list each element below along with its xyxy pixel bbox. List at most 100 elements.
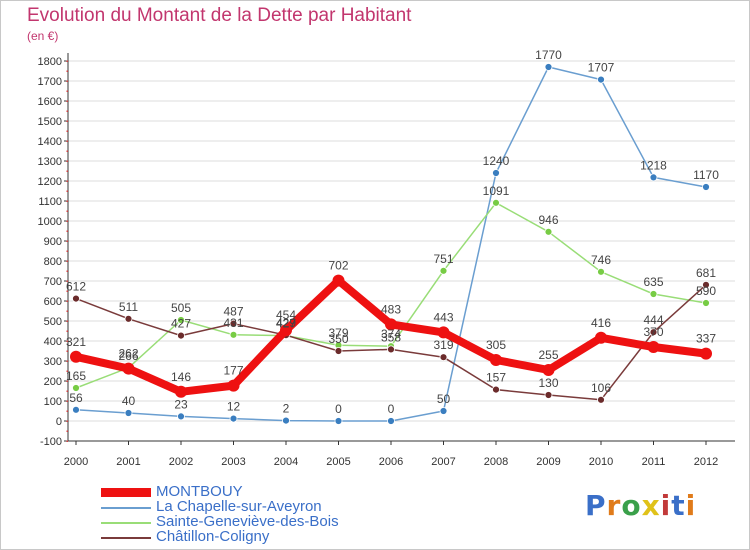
data-point-chatillon-coligny bbox=[387, 345, 395, 354]
data-label-sainte-genevieve-des-bois: 590 bbox=[696, 284, 716, 298]
data-label-la-chapelle-sur-aveyron: 1170 bbox=[693, 168, 719, 182]
data-point-la-chapelle-sur-aveyron bbox=[177, 412, 185, 421]
data-label-montbouy: 483 bbox=[381, 302, 401, 316]
x-tick-label: 2003 bbox=[221, 456, 245, 468]
y-minor-tick bbox=[66, 200, 68, 202]
y-minor-tick bbox=[66, 90, 68, 92]
data-point-chatillon-coligny bbox=[649, 328, 658, 337]
y-tick-label: 100 bbox=[44, 396, 62, 408]
x-tick-label: 2009 bbox=[536, 456, 560, 468]
y-tick-label: 200 bbox=[44, 376, 62, 388]
legend-label: La Chapelle-sur-Aveyron bbox=[156, 498, 322, 515]
y-tick-label: 400 bbox=[44, 336, 62, 348]
y-tick-label: 500 bbox=[44, 316, 62, 328]
data-point-montbouy bbox=[70, 350, 82, 363]
data-label-chatillon-coligny: 681 bbox=[696, 266, 716, 280]
y-tick-label: 1400 bbox=[38, 136, 62, 148]
data-label-montbouy: 416 bbox=[591, 316, 611, 330]
data-label-sainte-genevieve-des-bois: 751 bbox=[433, 252, 453, 266]
data-point-montbouy bbox=[700, 347, 712, 360]
data-label-la-chapelle-sur-aveyron: 50 bbox=[437, 392, 451, 406]
data-point-montbouy bbox=[280, 324, 292, 337]
y-minor-tick bbox=[66, 240, 68, 242]
x-tick-label: 2005 bbox=[326, 456, 350, 468]
data-label-sainte-genevieve-des-bois: 946 bbox=[538, 213, 558, 227]
data-point-la-chapelle-sur-aveyron bbox=[702, 183, 710, 191]
data-label-chatillon-coligny: 444 bbox=[643, 313, 663, 327]
data-label-montbouy: 262 bbox=[118, 347, 138, 361]
data-point-chatillon-coligny bbox=[229, 319, 238, 328]
y-minor-tick bbox=[66, 210, 68, 212]
logo-letter: o bbox=[621, 489, 642, 522]
data-label-sainte-genevieve-des-bois: 427 bbox=[276, 317, 296, 331]
y-tick-label: 1600 bbox=[38, 96, 62, 108]
data-label-montbouy: 370 bbox=[643, 325, 663, 339]
unit-label: (en €) bbox=[27, 29, 59, 43]
data-point-la-chapelle-sur-aveyron bbox=[282, 416, 290, 425]
data-point-sainte-genevieve-des-bois bbox=[597, 267, 605, 276]
proxiti-logo: Proxiti bbox=[585, 489, 696, 522]
data-point-la-chapelle-sur-aveyron bbox=[124, 409, 133, 417]
data-label-montbouy: 305 bbox=[486, 338, 506, 352]
series-line-la-chapelle-sur-aveyron bbox=[75, 66, 707, 422]
y-tick-label: 1300 bbox=[38, 156, 62, 168]
legend-swatch bbox=[101, 488, 151, 497]
logo-letter: i bbox=[660, 489, 672, 522]
y-tick-label: 700 bbox=[44, 276, 62, 288]
y-tick-label: 1700 bbox=[38, 76, 62, 88]
y-tick-label: 1200 bbox=[38, 176, 62, 188]
data-point-sainte-genevieve-des-bois bbox=[649, 290, 658, 298]
data-point-sainte-genevieve-des-bois bbox=[72, 384, 80, 392]
y-minor-tick bbox=[66, 180, 68, 182]
data-point-montbouy bbox=[175, 385, 187, 398]
data-label-chatillon-coligny: 429 bbox=[276, 316, 296, 330]
data-label-la-chapelle-sur-aveyron: 40 bbox=[122, 394, 136, 408]
y-tick-label: -100 bbox=[40, 436, 62, 448]
y-minor-tick bbox=[66, 330, 68, 332]
data-point-montbouy bbox=[647, 341, 660, 353]
y-minor-tick bbox=[66, 310, 68, 312]
data-point-sainte-genevieve-des-bois bbox=[492, 198, 500, 207]
data-point-la-chapelle-sur-aveyron bbox=[544, 63, 553, 71]
data-point-chatillon-coligny bbox=[124, 314, 133, 323]
y-minor-tick bbox=[66, 250, 68, 252]
y-minor-tick bbox=[66, 370, 68, 372]
data-point-sainte-genevieve-des-bois bbox=[439, 266, 448, 275]
data-label-sainte-genevieve-des-bois: 635 bbox=[643, 275, 663, 289]
data-point-montbouy bbox=[490, 354, 502, 366]
y-minor-tick bbox=[66, 300, 68, 302]
y-tick-label: 1000 bbox=[38, 216, 62, 228]
data-label-la-chapelle-sur-aveyron: 1770 bbox=[535, 48, 562, 62]
data-point-chatillon-coligny bbox=[334, 347, 343, 355]
data-point-chatillon-coligny bbox=[439, 353, 448, 362]
data-point-sainte-genevieve-des-bois bbox=[229, 330, 238, 339]
data-point-la-chapelle-sur-aveyron bbox=[72, 405, 80, 414]
data-label-chatillon-coligny: 350 bbox=[328, 332, 348, 346]
data-point-sainte-genevieve-des-bois bbox=[177, 316, 185, 324]
data-label-chatillon-coligny: 487 bbox=[223, 305, 243, 319]
data-label-sainte-genevieve-des-bois: 266 bbox=[118, 349, 138, 363]
x-tick-label: 2006 bbox=[379, 456, 403, 468]
legend-label: MONTBOUY bbox=[156, 483, 243, 500]
data-label-montbouy: 177 bbox=[223, 364, 243, 378]
logo-letter: x bbox=[641, 489, 661, 522]
y-tick-label: 1500 bbox=[38, 116, 62, 128]
logo-letter: r bbox=[606, 489, 622, 522]
data-label-sainte-genevieve-des-bois: 431 bbox=[223, 316, 243, 330]
y-tick-label: 600 bbox=[44, 296, 62, 308]
data-point-montbouy bbox=[437, 326, 450, 339]
y-minor-tick bbox=[66, 70, 68, 72]
x-tick-label: 2000 bbox=[64, 456, 88, 468]
logo-letter: t bbox=[671, 489, 686, 522]
y-tick-label: 1100 bbox=[38, 196, 62, 208]
y-minor-tick bbox=[66, 150, 68, 152]
y-minor-tick bbox=[66, 420, 68, 422]
y-minor-tick bbox=[66, 260, 68, 262]
data-label-sainte-genevieve-des-bois: 505 bbox=[171, 301, 191, 315]
data-point-chatillon-coligny bbox=[177, 331, 185, 340]
legend-label: Châtillon-Coligny bbox=[156, 528, 270, 545]
data-label-chatillon-coligny: 319 bbox=[433, 338, 453, 352]
y-minor-tick bbox=[66, 120, 68, 122]
